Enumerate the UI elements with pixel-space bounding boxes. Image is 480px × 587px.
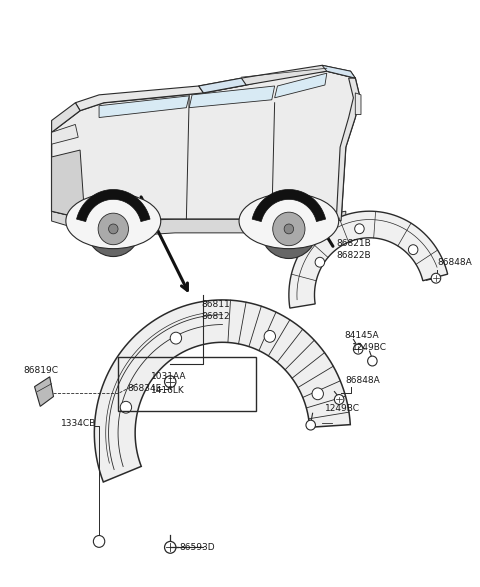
Circle shape [273, 212, 305, 246]
Circle shape [315, 257, 324, 267]
Circle shape [170, 332, 181, 344]
Text: 86848A: 86848A [346, 376, 381, 385]
Text: 86811: 86811 [202, 301, 230, 309]
Ellipse shape [66, 194, 161, 249]
Text: 1031AA: 1031AA [151, 372, 187, 382]
Circle shape [165, 376, 176, 387]
Circle shape [98, 213, 129, 245]
Circle shape [87, 201, 140, 257]
Polygon shape [52, 103, 80, 132]
Circle shape [335, 394, 344, 404]
Polygon shape [189, 86, 275, 107]
Polygon shape [252, 190, 325, 221]
Polygon shape [52, 124, 78, 144]
Circle shape [120, 402, 132, 413]
Polygon shape [275, 73, 327, 98]
Circle shape [165, 541, 176, 554]
Polygon shape [199, 65, 355, 93]
Circle shape [94, 535, 105, 547]
Polygon shape [99, 96, 189, 117]
Polygon shape [52, 211, 346, 236]
Polygon shape [95, 300, 350, 482]
Polygon shape [52, 150, 85, 219]
Ellipse shape [239, 194, 339, 249]
Text: 1249BC: 1249BC [352, 343, 387, 352]
Text: 86848A: 86848A [437, 258, 472, 267]
Text: 86822B: 86822B [336, 251, 371, 260]
Polygon shape [355, 93, 361, 114]
Circle shape [306, 420, 315, 430]
Circle shape [368, 356, 377, 366]
Text: 86821B: 86821B [336, 239, 371, 248]
Circle shape [355, 224, 364, 234]
Text: 86593D: 86593D [180, 543, 216, 552]
Circle shape [284, 224, 294, 234]
Text: 1249BC: 1249BC [325, 404, 360, 413]
Circle shape [264, 330, 276, 342]
Circle shape [312, 388, 324, 400]
Polygon shape [336, 78, 360, 221]
Text: 86834E: 86834E [128, 384, 162, 393]
Circle shape [408, 245, 418, 255]
Polygon shape [76, 190, 150, 221]
Text: 1334CB: 1334CB [61, 419, 96, 428]
Polygon shape [289, 211, 448, 308]
Circle shape [108, 224, 118, 234]
Text: 1416LK: 1416LK [151, 386, 185, 395]
Polygon shape [322, 65, 355, 78]
Polygon shape [75, 86, 204, 110]
Text: 86819C: 86819C [23, 366, 58, 375]
Polygon shape [52, 71, 360, 221]
Circle shape [431, 274, 441, 283]
Circle shape [260, 200, 317, 258]
Circle shape [353, 344, 363, 354]
Polygon shape [35, 377, 53, 406]
Polygon shape [199, 78, 246, 93]
Text: 84145A: 84145A [344, 331, 379, 340]
Text: 86812: 86812 [202, 312, 230, 321]
